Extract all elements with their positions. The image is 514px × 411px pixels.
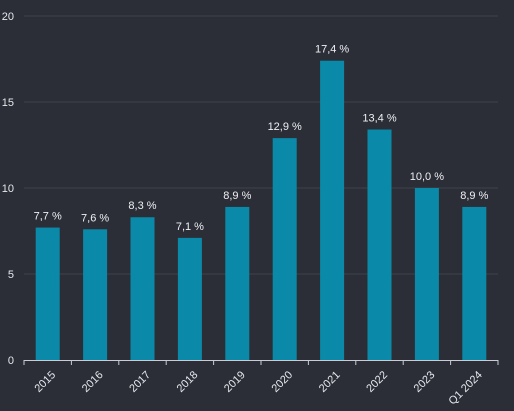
y-axis: 0 5 10 15 20 [2,11,14,367]
bar-2015 [35,227,60,360]
y-tick-label: 15 [2,97,14,109]
bars [35,60,487,360]
bar-q1-2024 [462,206,487,360]
data-label: 12,9 % [268,121,302,133]
bar-2019 [225,206,250,360]
y-tick-label: 5 [8,269,14,281]
bar-2021 [320,60,345,360]
data-label: 8,3 % [128,200,156,212]
data-label: 13,4 % [362,113,396,125]
bar-2018 [177,237,202,360]
bar-2022 [367,129,392,360]
data-labels: 7,7 % 7,6 % 8,3 % 7,1 % 8,9 % 12,9 % 17,4 % 13,… [34,44,489,233]
data-label: 10,0 % [410,171,444,183]
y-tick-label: 20 [2,11,14,23]
bar-2023 [414,188,439,360]
bar-2020 [272,138,297,360]
data-label: 7,7 % [34,211,62,223]
data-label: 8,9 % [223,190,251,202]
bar-2016 [83,229,108,360]
y-tick-label: 10 [2,183,14,195]
y-tick-label: 0 [8,355,14,367]
data-label: 17,4 % [315,44,349,56]
data-label: 8,9 % [460,190,488,202]
data-label: 7,1 % [176,221,204,233]
bar-2017 [130,217,155,360]
data-label: 7,6 % [81,212,109,224]
